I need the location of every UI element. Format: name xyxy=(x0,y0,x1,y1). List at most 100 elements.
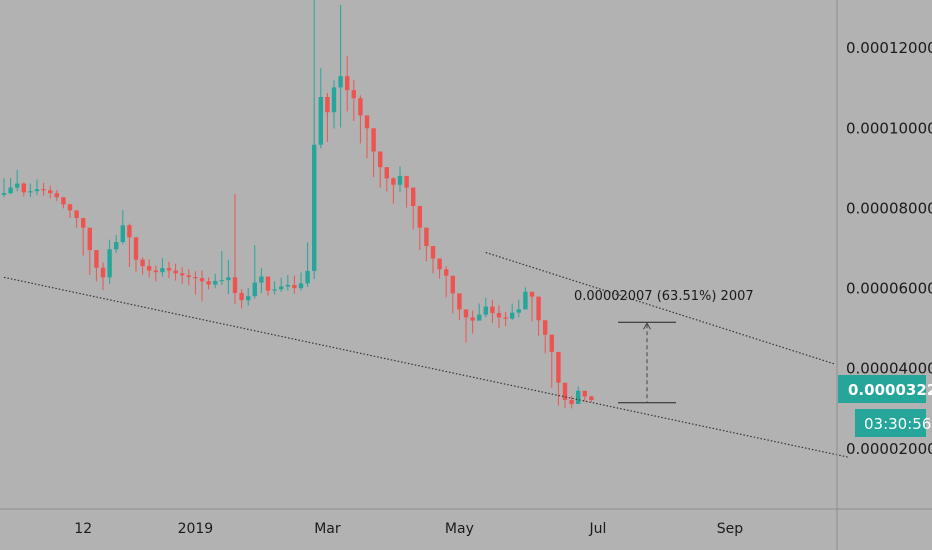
candle-body xyxy=(298,283,304,289)
candle xyxy=(483,297,488,318)
candle-body xyxy=(232,277,238,293)
candle xyxy=(279,277,284,292)
candle-body xyxy=(325,96,330,113)
candle xyxy=(371,128,376,178)
candle xyxy=(312,0,317,279)
candle-body xyxy=(450,275,455,294)
candle xyxy=(338,4,343,128)
x-tick-label: Mar xyxy=(314,521,341,537)
candle xyxy=(193,271,198,295)
candle-body xyxy=(34,189,40,192)
candle-body xyxy=(384,167,389,179)
candle xyxy=(496,305,502,328)
candle xyxy=(272,281,277,295)
candle xyxy=(477,303,482,321)
candle-body xyxy=(338,76,343,88)
candle xyxy=(114,234,119,253)
candle xyxy=(61,197,66,209)
candle xyxy=(417,206,422,251)
candle-body xyxy=(470,317,475,321)
candle-body xyxy=(543,320,548,335)
candle xyxy=(457,293,462,321)
candle-body xyxy=(94,250,99,268)
candle xyxy=(378,151,383,188)
candle xyxy=(259,268,264,293)
candle-body xyxy=(153,270,158,273)
candle xyxy=(470,310,475,334)
candle xyxy=(8,177,13,195)
candle xyxy=(523,287,528,310)
candle xyxy=(74,210,79,228)
candle xyxy=(87,227,92,275)
candle-body xyxy=(61,197,66,205)
candle xyxy=(67,203,73,219)
candle-body xyxy=(529,291,535,297)
candle-body xyxy=(305,270,310,284)
candle-body xyxy=(259,276,264,283)
candle xyxy=(397,166,403,193)
time-axis[interactable]: 12 2019 Mar May Jul Sep xyxy=(74,521,743,537)
candle xyxy=(140,257,145,275)
candle xyxy=(391,177,396,204)
candle-body xyxy=(437,258,442,270)
candle-body xyxy=(391,178,396,185)
countdown-value: 03:30:56 xyxy=(864,415,931,433)
candle xyxy=(34,179,40,196)
candle xyxy=(298,272,304,291)
candle xyxy=(463,309,469,343)
candle-body xyxy=(523,291,528,310)
candle-body xyxy=(582,390,587,397)
candle-body xyxy=(358,98,363,116)
candle-body xyxy=(516,309,521,313)
annotations-layer xyxy=(3,251,849,458)
candle xyxy=(160,258,165,277)
candle-body xyxy=(173,270,178,274)
candle-body xyxy=(186,275,191,277)
candle xyxy=(1,178,7,198)
candle xyxy=(549,334,554,388)
candle-body xyxy=(345,76,350,91)
candle xyxy=(48,185,53,199)
y-tick-label: 0.00006000 xyxy=(846,280,932,298)
candle-body xyxy=(74,210,79,219)
candle-body xyxy=(28,191,33,193)
countdown-badge: 03:30:56 xyxy=(855,409,931,437)
candle-body xyxy=(193,276,198,279)
candle xyxy=(219,251,224,285)
candle-body xyxy=(411,187,416,207)
candle-body xyxy=(87,227,92,251)
candle-body xyxy=(180,273,185,276)
candle xyxy=(173,263,178,281)
candle xyxy=(15,169,20,192)
candle xyxy=(133,237,139,272)
candle-body xyxy=(483,306,488,315)
price-range-measure[interactable] xyxy=(618,321,676,404)
candle-body xyxy=(424,227,429,247)
candle-body xyxy=(147,266,152,271)
candle-body xyxy=(160,268,165,273)
candle-body xyxy=(67,204,73,211)
candle xyxy=(424,227,429,262)
candle xyxy=(180,267,185,284)
trendline[interactable] xyxy=(3,276,849,458)
price-axis[interactable]: 0.00012000 0.00010000 0.00008000 0.00006000… xyxy=(846,39,932,458)
candle xyxy=(543,320,548,354)
candle xyxy=(576,386,581,404)
candle-body xyxy=(318,96,323,145)
candle-body xyxy=(48,190,53,194)
candle xyxy=(318,68,323,149)
candle-body xyxy=(265,276,271,291)
candle-body xyxy=(364,115,370,129)
candle xyxy=(444,266,449,298)
candle xyxy=(28,183,33,198)
y-tick-label: 0.00012000 xyxy=(846,39,932,57)
candle xyxy=(450,275,455,314)
candle-body xyxy=(430,246,436,259)
candle-body xyxy=(206,281,211,285)
candle xyxy=(503,311,508,327)
candle xyxy=(351,79,356,122)
